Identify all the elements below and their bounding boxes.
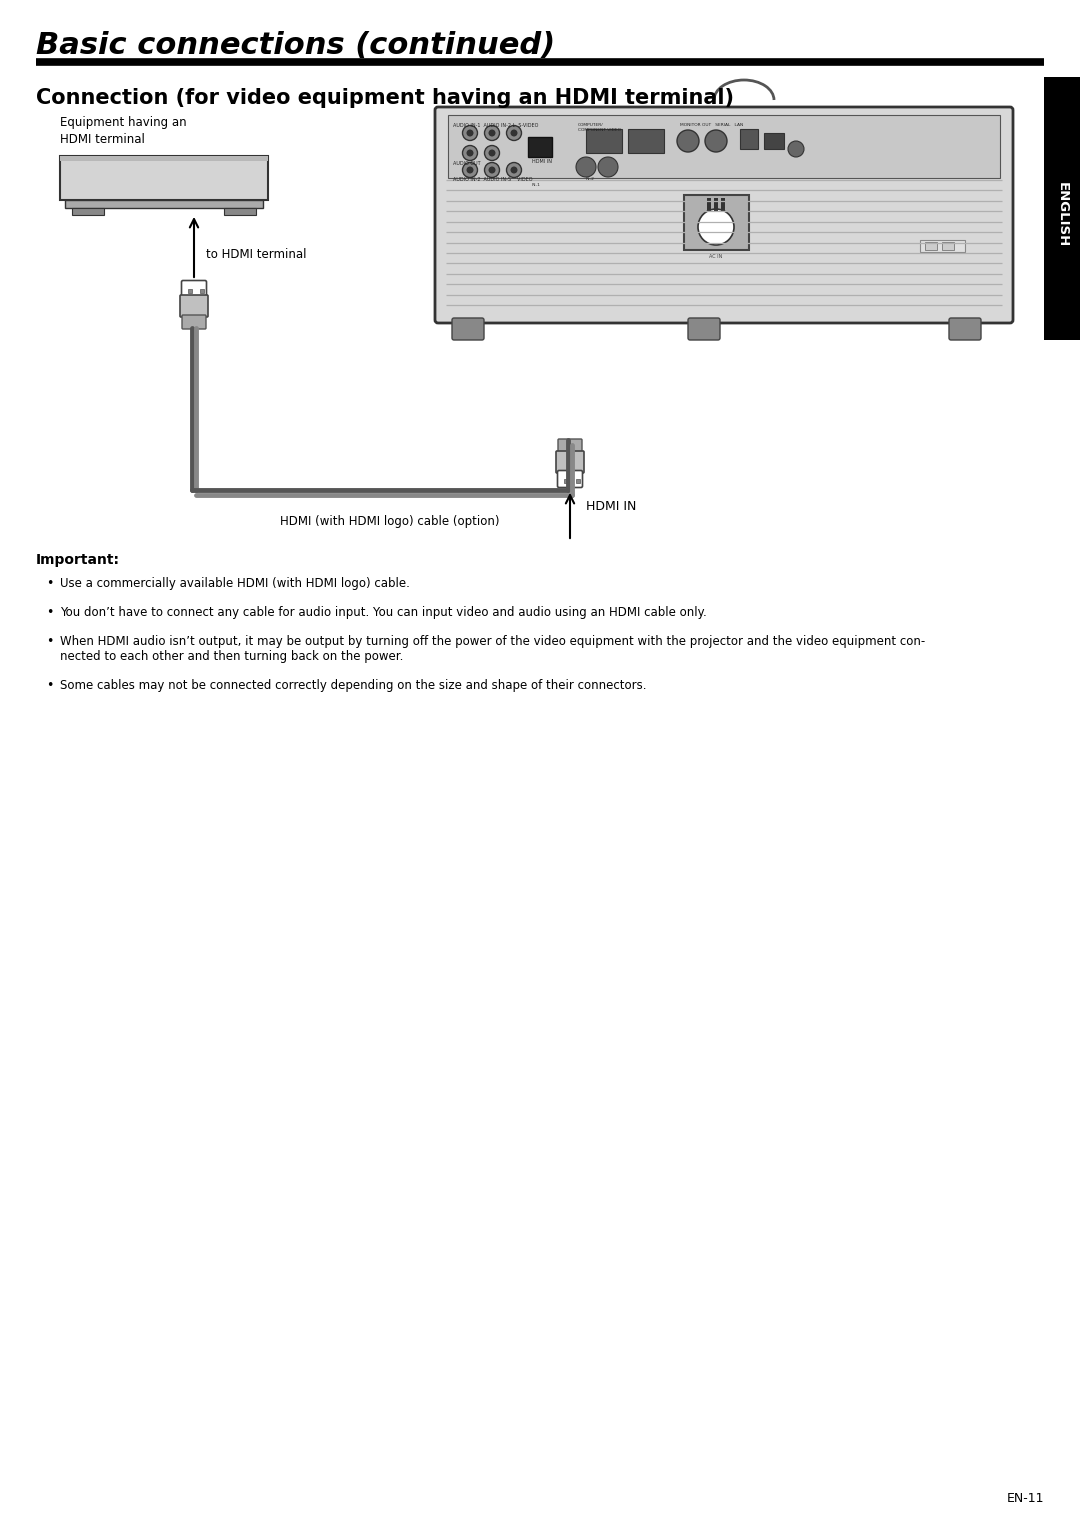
FancyBboxPatch shape	[183, 314, 206, 330]
Bar	[920, 240, 966, 252]
Text: AC IN: AC IN	[710, 253, 723, 259]
Circle shape	[467, 150, 473, 157]
Text: HDMI (with HDMI logo) cable (option): HDMI (with HDMI logo) cable (option)	[280, 514, 500, 528]
Bar	[764, 133, 784, 150]
Bar	[586, 130, 622, 153]
Circle shape	[462, 162, 477, 177]
Circle shape	[485, 162, 499, 177]
Bar	[224, 208, 256, 215]
Text: MONITOR OUT   SERIAL   LAN: MONITOR OUT SERIAL LAN	[680, 124, 743, 127]
Bar	[1044, 101, 1080, 340]
Bar	[564, 479, 568, 484]
Circle shape	[488, 150, 496, 157]
Text: Some cables may not be connected correctly depending on the size and shape of th: Some cables may not be connected correct…	[60, 679, 647, 691]
FancyBboxPatch shape	[181, 281, 206, 298]
Bar	[740, 130, 758, 150]
Bar	[1044, 76, 1080, 113]
Bar	[200, 288, 204, 293]
FancyBboxPatch shape	[180, 295, 208, 317]
Circle shape	[488, 166, 496, 174]
Bar	[942, 243, 954, 250]
Circle shape	[698, 209, 734, 246]
Bar	[188, 288, 192, 293]
FancyBboxPatch shape	[453, 317, 484, 340]
Bar	[576, 479, 580, 484]
Text: HDMI IN: HDMI IN	[532, 159, 552, 163]
Text: Important:: Important:	[36, 552, 120, 568]
FancyBboxPatch shape	[556, 452, 584, 473]
Circle shape	[467, 130, 473, 136]
Circle shape	[485, 145, 499, 160]
FancyBboxPatch shape	[558, 439, 582, 453]
Bar	[714, 198, 718, 212]
Bar	[72, 208, 104, 215]
Circle shape	[598, 157, 618, 177]
Text: Equipment having an
HDMI terminal: Equipment having an HDMI terminal	[60, 116, 187, 146]
FancyBboxPatch shape	[688, 317, 720, 340]
Circle shape	[462, 145, 477, 160]
FancyBboxPatch shape	[557, 470, 582, 487]
Text: AUDIO OUT: AUDIO OUT	[453, 162, 481, 166]
Text: IN-2: IN-2	[586, 177, 595, 182]
Text: •: •	[46, 577, 53, 591]
Circle shape	[507, 162, 522, 177]
Bar	[707, 198, 711, 212]
Circle shape	[488, 130, 496, 136]
Text: AUDIO IN-1  AUDIO IN-2 L  S-VIDEO: AUDIO IN-1 AUDIO IN-2 L S-VIDEO	[453, 124, 538, 128]
Bar	[60, 156, 268, 200]
Circle shape	[677, 130, 699, 153]
Text: Connection (for video equipment having an HDMI terminal): Connection (for video equipment having a…	[36, 89, 734, 108]
Text: When HDMI audio isn’t output, it may be output by turning off the power of the v: When HDMI audio isn’t output, it may be …	[60, 635, 926, 649]
Text: You don’t have to connect any cable for audio input. You can input video and aud: You don’t have to connect any cable for …	[60, 606, 706, 620]
Circle shape	[507, 125, 522, 140]
Circle shape	[705, 130, 727, 153]
Bar	[65, 200, 264, 208]
Text: AUDIO IN-2  AUDIO IN-S    VIDEO: AUDIO IN-2 AUDIO IN-S VIDEO	[453, 177, 532, 182]
Bar	[684, 195, 750, 250]
Text: ENGLISH: ENGLISH	[1055, 183, 1068, 247]
Text: HDMI IN: HDMI IN	[586, 499, 636, 513]
Circle shape	[511, 130, 517, 136]
Bar	[448, 114, 1000, 179]
Text: COMPUTER/
COMPONENT VIDEO: COMPUTER/ COMPONENT VIDEO	[578, 124, 621, 131]
Text: •: •	[46, 606, 53, 620]
Text: •: •	[46, 679, 53, 691]
Text: Basic connections (continued): Basic connections (continued)	[36, 31, 555, 60]
Text: to HDMI terminal: to HDMI terminal	[206, 249, 307, 261]
FancyBboxPatch shape	[435, 107, 1013, 324]
Text: Use a commercially available HDMI (with HDMI logo) cable.: Use a commercially available HDMI (with …	[60, 577, 410, 591]
Bar	[528, 137, 552, 157]
Circle shape	[462, 125, 477, 140]
Circle shape	[788, 140, 804, 157]
Circle shape	[511, 166, 517, 174]
Circle shape	[576, 157, 596, 177]
Bar	[627, 130, 664, 153]
Bar	[721, 198, 725, 212]
Text: EN-11: EN-11	[1007, 1492, 1044, 1505]
Bar	[924, 243, 937, 250]
Text: •: •	[46, 635, 53, 649]
Text: IN-1: IN-1	[532, 183, 541, 188]
Circle shape	[467, 166, 473, 174]
Bar	[60, 156, 268, 162]
Text: nected to each other and then turning back on the power.: nected to each other and then turning ba…	[60, 650, 403, 662]
FancyBboxPatch shape	[949, 317, 981, 340]
Circle shape	[485, 125, 499, 140]
